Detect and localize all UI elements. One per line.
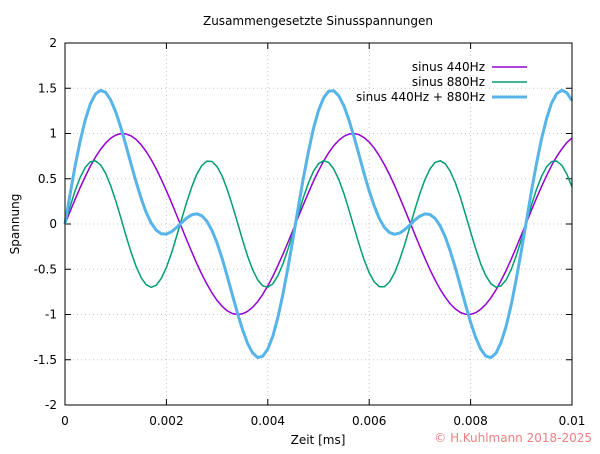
series-line-2 [63, 88, 574, 360]
y-tick-label: 0 [49, 217, 57, 231]
legend-label: sinus 440Hz [412, 60, 485, 74]
x-tick-label: 0.01 [559, 414, 586, 428]
series-line-1 [64, 159, 573, 289]
x-tick-label: 0.004 [251, 414, 285, 428]
y-tick-label: 2 [49, 36, 57, 50]
legend-label: sinus 440Hz + 880Hz [356, 90, 485, 104]
x-tick-label: 0.008 [453, 414, 487, 428]
legend-label: sinus 880Hz [412, 75, 485, 89]
x-tick-label: 0 [61, 414, 69, 428]
axis-ticks: 0 0.002 0.004 0.006 0.008 0.01 -2 -1.5 -1 -0.5 0 0.… [34, 36, 586, 428]
y-tick-label: -1 [45, 308, 57, 322]
y-tick-label: 1.5 [38, 81, 57, 95]
series-lines [63, 88, 574, 360]
watermark: © H.Kuhlmann 2018-2025 [434, 431, 592, 445]
y-tick-label: -0.5 [34, 262, 57, 276]
x-axis-label: Zeit [ms] [291, 433, 346, 447]
plot-border [64, 42, 573, 406]
series-line-0 [64, 132, 573, 316]
y-tick-label: 1 [49, 127, 57, 141]
chart-title: Zusammengesetzte Sinusspannungen [203, 14, 433, 28]
y-tick-label: -2 [45, 398, 57, 412]
y-axis-label: Spannung [8, 194, 22, 255]
x-tick-label: 0.006 [352, 414, 386, 428]
y-tick-label: 0.5 [38, 172, 57, 186]
y-tick-label: -1.5 [34, 353, 57, 367]
grid [65, 43, 572, 405]
x-tick-label: 0.002 [149, 414, 183, 428]
